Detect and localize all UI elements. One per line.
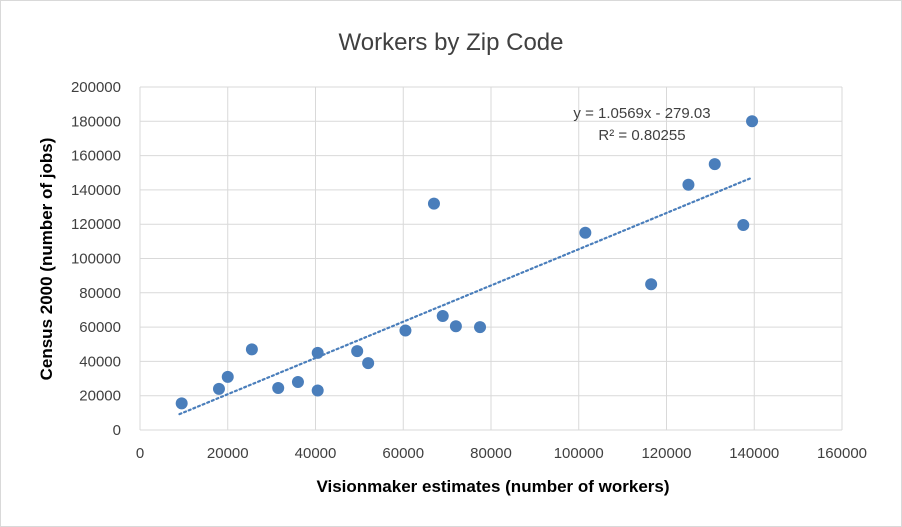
x-axis-ticks: 0 20000 40000 60000 80000 100000 120000 140000 1… xyxy=(136,445,867,462)
data-point xyxy=(449,320,462,333)
data-point xyxy=(311,384,324,397)
y-tick-label: 120000 xyxy=(71,216,121,233)
data-point xyxy=(579,226,592,239)
data-point xyxy=(436,309,449,322)
data-point xyxy=(221,370,234,383)
chart-title: Workers by Zip Code xyxy=(339,29,564,56)
x-tick-label: 140000 xyxy=(729,445,779,462)
x-tick-label: 0 xyxy=(136,445,144,462)
trendline-equation: y = 1.0569x - 279.03 xyxy=(573,105,710,122)
data-point xyxy=(212,382,225,395)
x-tick-label: 80000 xyxy=(470,445,512,462)
data-point xyxy=(362,357,375,370)
data-point xyxy=(311,346,324,359)
data-point xyxy=(351,345,364,358)
data-point xyxy=(272,381,285,394)
y-tick-label: 160000 xyxy=(71,148,121,165)
x-tick-label: 40000 xyxy=(295,445,337,462)
trendline xyxy=(178,176,754,416)
y-tick-label: 140000 xyxy=(71,182,121,199)
data-point xyxy=(175,397,188,410)
data-point xyxy=(399,324,412,337)
data-point xyxy=(737,219,750,232)
y-tick-label: 180000 xyxy=(71,113,121,130)
gridlines xyxy=(139,86,843,431)
data-point xyxy=(645,278,658,291)
trendline-r-squared: R² = 0.80255 xyxy=(598,127,685,144)
data-point xyxy=(245,343,258,356)
y-tick-label: 20000 xyxy=(79,388,121,405)
data-point xyxy=(746,115,759,128)
x-tick-label: 120000 xyxy=(641,445,691,462)
x-tick-label: 60000 xyxy=(382,445,424,462)
data-point xyxy=(474,321,487,334)
data-point xyxy=(682,178,695,191)
y-tick-label: 40000 xyxy=(79,353,121,370)
data-point xyxy=(708,158,721,171)
y-axis-ticks: 0 20000 40000 60000 80000 100000 120000 140000 1… xyxy=(71,79,121,439)
x-axis-title: Visionmaker estimates (number of workers… xyxy=(316,477,669,496)
y-tick-label: 0 xyxy=(113,422,121,439)
data-point xyxy=(291,375,304,388)
y-tick-label: 200000 xyxy=(71,79,121,96)
y-axis-title: Census 2000 (number of jobs) xyxy=(37,138,56,381)
x-tick-label: 100000 xyxy=(554,445,604,462)
data-points xyxy=(175,115,759,410)
trendline-group xyxy=(178,176,754,416)
data-point xyxy=(427,197,440,210)
y-tick-label: 60000 xyxy=(79,319,121,336)
y-tick-label: 100000 xyxy=(71,251,121,268)
y-tick-label: 80000 xyxy=(79,285,121,302)
x-tick-label: 160000 xyxy=(817,445,867,462)
x-tick-label: 20000 xyxy=(207,445,249,462)
